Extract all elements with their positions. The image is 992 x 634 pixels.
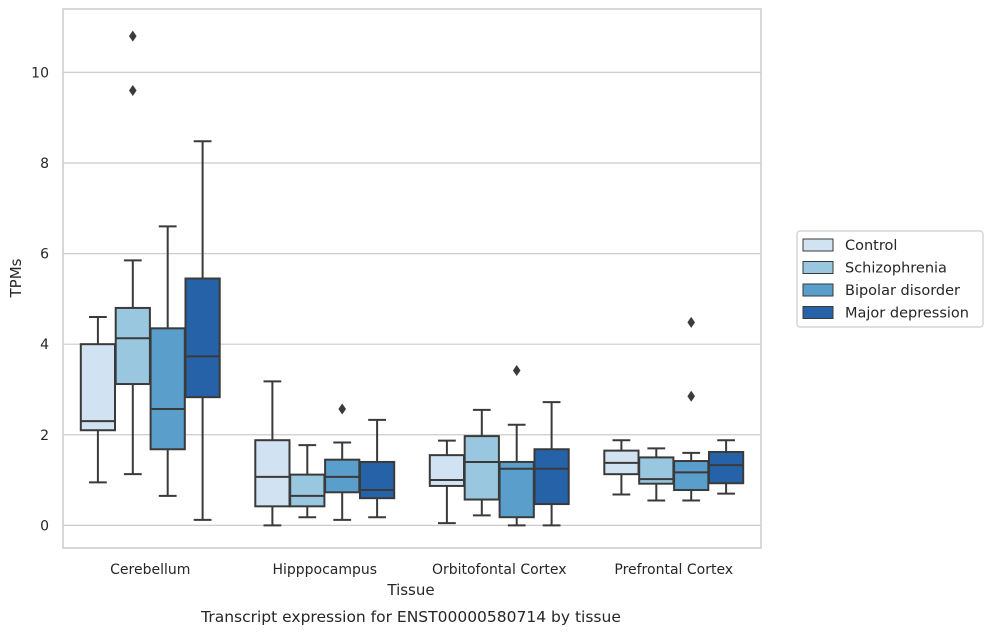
iqr-box-orbitofontal-cortex-schizophrenia [463,435,500,501]
box-hipppocampus-schizophrenia [289,444,326,519]
y-tick-label-6: 6 [40,247,49,263]
legend-swatch-major-depression [802,306,834,319]
legend-label-control: Control [845,238,897,254]
outlier-point-prefrontal-cortex-bipolar-disorder-0 [687,390,695,402]
iqr-box-orbitofontal-cortex-bipolar-disorder [498,460,535,519]
outlier-point-orbitofontal-cortex-bipolar-disorder-0 [512,364,521,376]
box-hipppocampus-major-depression [358,418,396,519]
outlier-point-hipppocampus-bipolar-disorder-0 [338,403,346,415]
y-tick-label-2: 2 [40,428,49,444]
x-tick-label-orbitofontal-cortex: Orbitofontal Cortex [432,562,567,578]
box-hipppocampus-bipolar-disorder [324,403,361,521]
iqr-box-hipppocampus-control [254,439,291,508]
outlier-point-cerebellum-schizophrenia-0 [129,85,137,97]
iqr-box-cerebellum-control [79,343,117,432]
legend-swatch-schizophrenia [802,261,834,274]
iqr-box-hipppocampus-major-depression [358,460,396,500]
y-tick-label-0: 0 [40,518,49,534]
iqr-box-prefrontal-cortex-major-depression [707,450,745,485]
iqr-box-prefrontal-cortex-bipolar-disorder [673,460,710,492]
box-orbitofontal-cortex-bipolar-disorder [498,364,535,527]
box-cerebellum-control [79,316,117,484]
box-plot-area [79,30,745,527]
box-cerebellum-major-depression [184,140,221,521]
box-prefrontal-cortex-control [603,439,640,496]
legend: Control Schizophrenia Bipolar disorder Majo… [796,230,984,328]
y-tick-label-4: 4 [40,337,49,353]
box-prefrontal-cortex-bipolar-disorder [673,316,710,502]
y-tick-label-10: 10 [31,65,49,81]
legend-label-schizophrenia: Schizophrenia [845,261,947,277]
plot-frame [62,8,762,549]
iqr-box-orbitofontal-cortex-major-depression [533,448,570,506]
box-prefrontal-cortex-major-depression [707,439,745,495]
box-orbitofontal-cortex-control [428,439,466,525]
box-cerebellum-schizophrenia [114,30,151,476]
x-tick-label-hipppocampus: Hipppocampus [272,562,377,578]
x-tick-label-cerebellum: Cerebellum [110,562,190,578]
outlier-point-cerebellum-schizophrenia-1 [129,30,137,42]
legend-swatch-bipolar-disorder [802,283,834,297]
legend-swatch-control [802,238,834,252]
y-axis-ticks: 0 2 4 6 8 10 [31,65,49,534]
x-tick-label-prefrontal-cortex: Prefrontal Cortex [614,562,733,578]
iqr-box-hipppocampus-schizophrenia [289,473,326,508]
y-axis-label: TPMs [7,258,25,298]
box-orbitofontal-cortex-major-depression [533,401,570,527]
iqr-box-orbitofontal-cortex-control [428,454,466,487]
x-axis-ticks: Cerebellum Hipppocampus Orbitofontal Corte… [110,562,733,578]
outlier-point-prefrontal-cortex-bipolar-disorder-1 [687,316,695,328]
chart-caption: Transcript expression for ENST0000058071… [200,608,621,626]
iqr-box-cerebellum-schizophrenia [114,306,151,386]
legend-label-bipolar-disorder: Bipolar disorder [845,283,960,299]
box-hipppocampus-control [254,380,291,527]
iqr-box-cerebellum-major-depression [184,277,221,399]
x-axis-label: Tissue [386,581,434,599]
iqr-box-cerebellum-bipolar-disorder [149,327,186,451]
legend-frame [796,230,984,328]
box-cerebellum-bipolar-disorder [149,225,186,497]
box-orbitofontal-cortex-schizophrenia [463,408,500,517]
legend-label-major-depression: Major depression [845,306,969,322]
y-tick-label-8: 8 [40,156,49,172]
box-prefrontal-cortex-schizophrenia [638,447,675,502]
